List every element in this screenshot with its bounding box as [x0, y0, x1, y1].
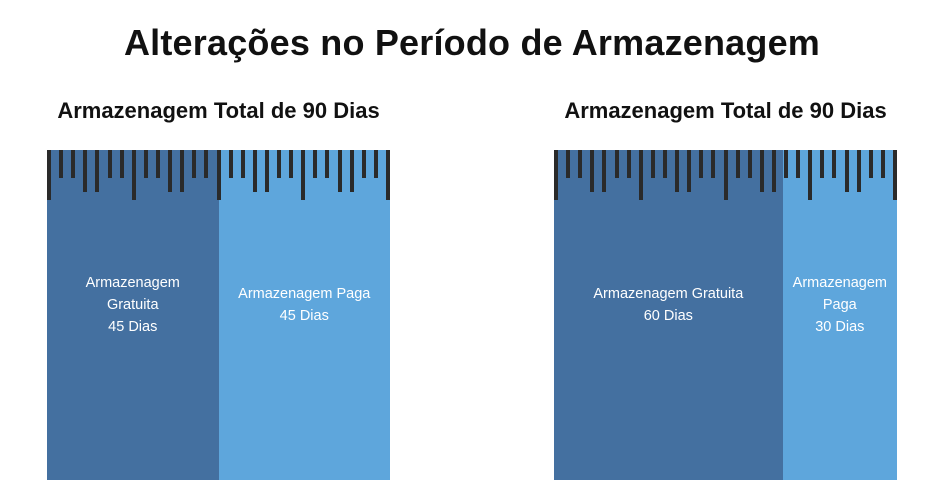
storage-bar: Armazenagem Gratuita 45 Dias Armazenagem…	[47, 150, 390, 480]
segment-label-line: Armazenagem	[792, 275, 887, 291]
panel-current: Armazenagem Total de 90 Dias Armazenagem…	[47, 95, 390, 480]
segment-label-line: Armazenagem Paga	[238, 286, 371, 302]
segment-days-label: 45 Dias	[108, 319, 158, 335]
panel-title: Armazenagem Total de 90 Dias	[564, 98, 887, 123]
segment-label-line: Paga	[822, 297, 857, 313]
segment-label-line: Armazenagem Gratuita	[593, 286, 744, 302]
page-title: Alterações no Período de Armazenagem	[123, 22, 821, 63]
segment-days-label: 30 Dias	[815, 319, 865, 335]
segment-label-line: Gratuita	[106, 297, 159, 313]
free-storage-segment: Armazenagem Gratuita 60 Dias	[554, 150, 783, 480]
segment-label-line: Armazenagem	[85, 275, 180, 291]
panel-title: Armazenagem Total de 90 Dias	[57, 98, 380, 123]
paid-storage-segment: Armazenagem Paga 30 Dias	[782, 150, 897, 480]
free-storage-segment: Armazenagem Gratuita 45 Dias	[47, 150, 219, 480]
storage-bar: Armazenagem Gratuita 60 Dias Armazenagem…	[554, 150, 897, 480]
segment-days-label: 45 Dias	[279, 308, 329, 324]
panel-new: Armazenagem Total de 90 Dias Armazenagem…	[554, 95, 897, 480]
paid-storage-segment: Armazenagem Paga 45 Dias	[218, 150, 390, 480]
segment-days-label: 60 Dias	[643, 308, 693, 324]
